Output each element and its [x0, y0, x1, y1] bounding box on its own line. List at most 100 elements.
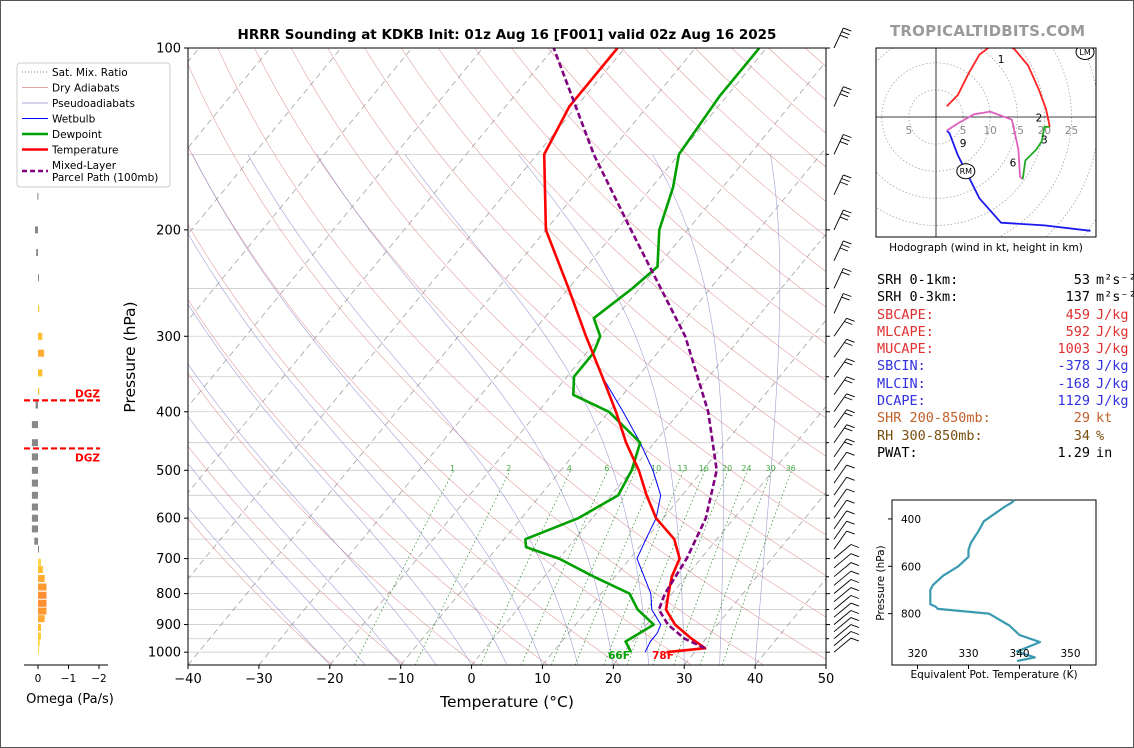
barb-flag — [844, 361, 853, 366]
legend-label-line: Pseudoadiabats — [52, 98, 135, 110]
omega-bar — [38, 387, 40, 395]
barb-flag — [841, 244, 850, 248]
barb-flag — [850, 595, 860, 599]
barb-flag — [843, 268, 852, 272]
surface-dewpoint-label: 66F — [608, 650, 630, 662]
mixing-ratio-label: 20 — [722, 464, 732, 473]
wind-barb — [833, 293, 852, 314]
barb-flag — [839, 34, 849, 39]
parameter-value: 592 — [1065, 323, 1090, 340]
omega-bar — [38, 591, 47, 599]
omega-bar — [31, 514, 38, 522]
legend-label-line: Parcel Path (100mb) — [52, 172, 158, 184]
barb-staff — [833, 376, 847, 396]
omega-bar — [35, 401, 38, 409]
pseudoadiabat — [652, 154, 724, 665]
barb-staff — [833, 595, 852, 610]
parameter-label: MLCAPE: — [877, 323, 934, 340]
barb-flag — [839, 216, 849, 221]
barb-staff — [833, 553, 852, 569]
hodograph-ring-label: 25 — [1065, 125, 1078, 137]
pseudoadiabat — [188, 363, 437, 665]
barb-flag — [844, 342, 853, 346]
barb-flag — [850, 624, 860, 629]
parameter-row: DCAPE: 1129 J/kg — [877, 393, 1134, 410]
barb-flag — [846, 424, 855, 429]
omega-bar — [38, 624, 41, 631]
hodograph-segment — [1021, 125, 1050, 180]
pseudoadiabat — [316, 154, 614, 665]
wind-barb — [833, 451, 855, 471]
omega-bar — [31, 491, 38, 499]
barb-flag — [850, 587, 860, 592]
dry-adiabat — [254, 48, 826, 618]
barb-staff — [833, 27, 844, 49]
pseudoadiabat — [754, 154, 781, 665]
legend-label-line: Temperature — [51, 145, 119, 157]
x-tick-label: 30 — [676, 672, 693, 687]
barb-flag — [850, 579, 860, 583]
omega-bar — [38, 369, 43, 377]
pseudoadiabat — [192, 154, 543, 665]
hodograph-height-label: 3 — [1041, 134, 1048, 146]
omega-tick-label: 0 — [35, 673, 42, 685]
parameter-row: RH 300-850mb: 34% — [877, 428, 1134, 445]
barb-flag — [843, 293, 852, 297]
y-tick-label: 300 — [156, 330, 181, 345]
isotherm-line — [400, 147, 826, 665]
legend-label: Temperature — [51, 145, 119, 157]
wind-barb — [833, 553, 860, 569]
wind-barb — [833, 499, 855, 519]
profile-wetbulb — [568, 288, 662, 653]
sounding-parameters: SRH 0-1km: 53 m²s⁻² SRH 0-3km: 137 m²s⁻² SBCAP… — [877, 272, 1134, 462]
legend-label: Mixed-Layer Parcel Path (100mb) — [52, 160, 158, 184]
barb-flag — [843, 86, 852, 91]
barb-staff — [833, 86, 844, 107]
isotherm-line — [188, 48, 625, 580]
parameter-value: 53 — [1073, 272, 1090, 288]
barb-flag — [843, 174, 852, 179]
wind-barb — [833, 317, 855, 337]
barb-staff — [833, 393, 847, 413]
barb-flag — [846, 358, 855, 363]
barb-staff — [833, 587, 852, 603]
barb-flag — [841, 31, 850, 36]
mixing-ratio-line — [521, 470, 609, 665]
omega-bar — [38, 646, 39, 654]
parameter-label: SBCAPE: — [877, 306, 934, 323]
barb-flag — [846, 451, 855, 456]
omega-bar — [31, 453, 38, 461]
theta-e-x-axis-label: Equivalent Pot. Temperature (K) — [910, 669, 1077, 681]
parameter-row: MUCAPE: 1003 J/kg — [877, 341, 1134, 358]
barb-flag — [846, 438, 855, 443]
mixing-ratio-label: 16 — [699, 464, 709, 473]
parameter-unit: J/kg — [1096, 393, 1129, 410]
x-tick-label: 10 — [534, 672, 551, 687]
dry-adiabat — [188, 299, 549, 665]
theta-e-y-axis-label: Pressure (hPa) — [875, 545, 887, 620]
barb-flag — [843, 209, 852, 214]
hodograph-rings: 5 5 10 15 20 25 — [876, 48, 1096, 237]
barb-flag — [841, 89, 850, 94]
barb-flag — [846, 476, 855, 481]
pseudoadiabat — [188, 463, 366, 665]
parameter-value: 29 — [1073, 410, 1090, 427]
dry-adiabat — [188, 63, 764, 665]
legend-label-line: Dry Adiabats — [52, 83, 120, 95]
wind-barb — [833, 268, 852, 289]
x-axis-label: Temperature (°C) — [439, 693, 574, 711]
parameter-label: PWAT: — [877, 444, 918, 461]
mixing-ratio-line — [414, 470, 511, 665]
mixing-ratio-label: 24 — [741, 464, 751, 473]
hodograph-ring-label: 10 — [984, 125, 997, 137]
barb-staff — [833, 339, 847, 358]
x-tick-label: 0 — [467, 672, 475, 687]
hodograph-caption: Hodograph (wind in kt, height in km) — [889, 242, 1083, 254]
hodograph-segment — [946, 129, 1091, 232]
chart-title: HRRR Sounding at KDKB Init: 01z Aug 16 [… — [237, 27, 777, 43]
omega-bar — [34, 537, 38, 545]
parameter-unit: J/kg — [1096, 323, 1129, 340]
omega-bar — [37, 192, 39, 200]
omega-bar — [38, 566, 43, 574]
